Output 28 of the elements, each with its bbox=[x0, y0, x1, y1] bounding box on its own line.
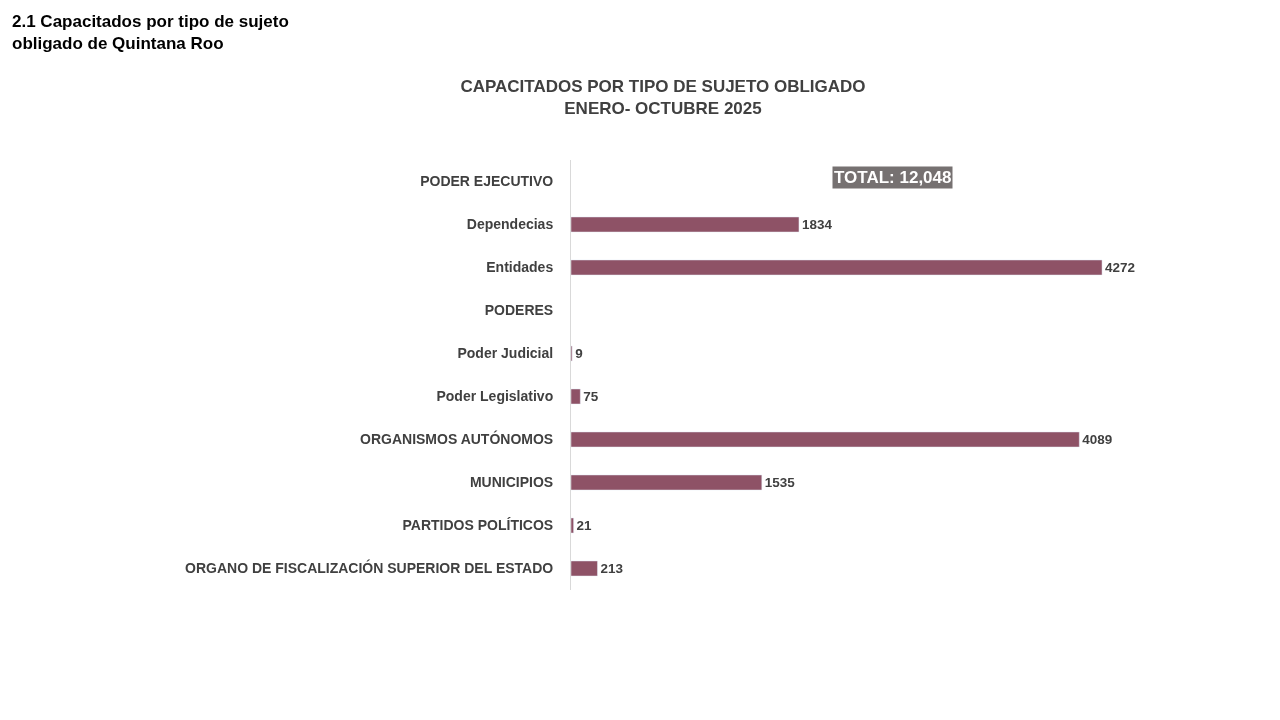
y-tick-label: MUNICIPIOS bbox=[469, 474, 554, 491]
data-label: 1834 bbox=[802, 216, 833, 232]
text: 2.1 Capacitados por tipo de sujeto obligado de Quintana Roo bbox=[12, 12, 289, 54]
data-label: 213 bbox=[600, 560, 623, 576]
bar bbox=[571, 431, 1080, 448]
bar bbox=[571, 517, 574, 534]
y-tick-label: PARTIDOS POLÍTICOS bbox=[402, 517, 554, 534]
y-tick-label: Poder Legislativo bbox=[436, 388, 554, 405]
y-tick-label: ORGANO DE FISCALIZACIÓN SUPERIOR DEL ESTADO bbox=[185, 559, 554, 577]
bar bbox=[571, 216, 800, 233]
y-tick-label: PODER EJECUTIVO bbox=[420, 173, 554, 190]
data-label: 4089 bbox=[1082, 431, 1113, 447]
y-tick-label: PODERES bbox=[484, 302, 554, 319]
annotation: TOTAL: 12,048 bbox=[834, 168, 952, 187]
bar bbox=[571, 259, 1103, 276]
data-label: 9 bbox=[575, 345, 583, 361]
data-label: 75 bbox=[583, 388, 599, 404]
bar bbox=[571, 474, 763, 491]
data-label: 21 bbox=[576, 517, 593, 533]
y-tick-label: Dependecias bbox=[466, 216, 554, 233]
bar bbox=[571, 560, 598, 577]
bar bbox=[571, 388, 581, 405]
chart-title: CAPACITADOS POR TIPO DE SUJETO OBLIGADO ENERO- OCTUBRE 2025 bbox=[460, 77, 866, 119]
y-tick-label: ORGANISMOS AUTÓNOMOS bbox=[360, 430, 554, 448]
data-label: 4272 bbox=[1105, 259, 1135, 275]
data-label: 1535 bbox=[764, 474, 796, 490]
y-tick-label: Entidades bbox=[486, 259, 554, 276]
y-tick-label: Poder Judicial bbox=[457, 345, 554, 362]
